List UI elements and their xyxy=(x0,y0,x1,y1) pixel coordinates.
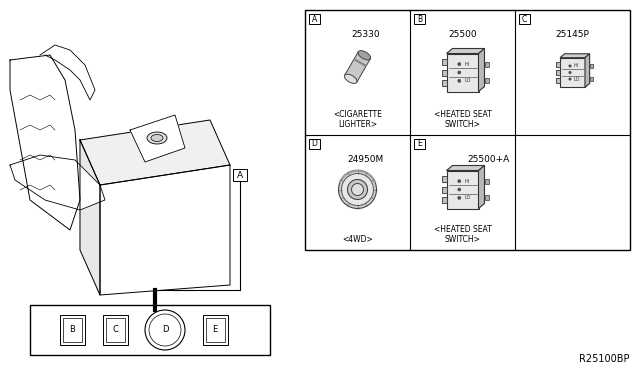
Text: B: B xyxy=(69,326,75,334)
Bar xyxy=(205,318,225,342)
Circle shape xyxy=(569,71,571,74)
Ellipse shape xyxy=(147,132,167,144)
Bar xyxy=(233,169,247,181)
Circle shape xyxy=(342,173,374,205)
Circle shape xyxy=(458,71,461,74)
Circle shape xyxy=(339,170,376,208)
Circle shape xyxy=(351,183,364,196)
Text: <HEATED SEAT
SWITCH>: <HEATED SEAT SWITCH> xyxy=(434,110,492,129)
Bar xyxy=(202,315,227,345)
Text: B: B xyxy=(417,15,422,23)
Bar xyxy=(442,186,447,192)
Text: 24950M: 24950M xyxy=(348,155,383,164)
Text: 25500+A: 25500+A xyxy=(467,155,509,164)
Text: <HEATED SEAT
SWITCH>: <HEATED SEAT SWITCH> xyxy=(434,225,492,244)
Text: E: E xyxy=(212,326,218,334)
Circle shape xyxy=(145,310,185,350)
Polygon shape xyxy=(560,54,589,58)
Text: 25500: 25500 xyxy=(448,30,477,39)
Text: C: C xyxy=(112,326,118,334)
Polygon shape xyxy=(479,48,484,92)
Bar xyxy=(442,70,447,76)
Bar xyxy=(560,58,585,87)
Bar xyxy=(30,305,270,355)
Circle shape xyxy=(458,196,461,199)
Text: D: D xyxy=(312,140,317,148)
Text: HI: HI xyxy=(573,64,579,68)
Bar xyxy=(589,64,593,68)
Circle shape xyxy=(458,62,461,65)
Text: 25145P: 25145P xyxy=(556,30,589,39)
Bar xyxy=(484,62,488,67)
Bar xyxy=(442,197,447,203)
Bar xyxy=(519,14,530,24)
Bar xyxy=(305,10,630,250)
Polygon shape xyxy=(447,48,484,54)
Bar xyxy=(353,58,367,67)
Text: HI: HI xyxy=(465,179,470,184)
Bar xyxy=(447,170,479,208)
Bar xyxy=(414,139,425,149)
Polygon shape xyxy=(80,120,230,185)
Bar xyxy=(309,14,320,24)
Polygon shape xyxy=(100,165,230,295)
Text: <4WD>: <4WD> xyxy=(342,235,373,244)
Bar xyxy=(442,176,447,182)
Circle shape xyxy=(458,79,461,82)
Polygon shape xyxy=(447,166,484,170)
Bar xyxy=(63,318,81,342)
Bar xyxy=(484,179,488,184)
Ellipse shape xyxy=(358,51,371,60)
Text: D: D xyxy=(162,326,168,334)
Bar xyxy=(344,52,371,82)
Text: E: E xyxy=(417,140,422,148)
Bar xyxy=(60,315,84,345)
Bar xyxy=(309,139,320,149)
Ellipse shape xyxy=(344,74,357,83)
Circle shape xyxy=(569,65,571,67)
Bar xyxy=(442,80,447,86)
Bar xyxy=(442,59,447,65)
Circle shape xyxy=(458,188,461,191)
Bar xyxy=(106,318,125,342)
Circle shape xyxy=(569,78,571,80)
Bar xyxy=(589,77,593,81)
Text: C: C xyxy=(522,15,527,23)
Bar xyxy=(102,315,127,345)
Polygon shape xyxy=(10,155,105,210)
Polygon shape xyxy=(585,54,589,87)
Text: A: A xyxy=(237,170,243,180)
Polygon shape xyxy=(479,166,484,208)
Text: LO: LO xyxy=(573,77,579,81)
Text: A: A xyxy=(312,15,317,23)
Text: LO: LO xyxy=(464,195,470,201)
Polygon shape xyxy=(130,115,185,162)
Circle shape xyxy=(458,180,461,183)
Bar xyxy=(484,195,488,201)
Text: <CIGARETTE
LIGHTER>: <CIGARETTE LIGHTER> xyxy=(333,110,382,129)
Circle shape xyxy=(348,180,367,199)
Bar xyxy=(414,14,425,24)
Bar xyxy=(556,78,560,83)
Bar xyxy=(484,78,488,83)
Text: HI: HI xyxy=(465,62,470,67)
Ellipse shape xyxy=(151,135,163,141)
Bar xyxy=(556,62,560,67)
Text: LO: LO xyxy=(464,78,470,83)
Text: 25330: 25330 xyxy=(351,30,380,39)
Bar xyxy=(447,54,479,92)
Text: R25100BP: R25100BP xyxy=(579,354,630,364)
Bar xyxy=(556,70,560,75)
Polygon shape xyxy=(10,55,80,230)
Polygon shape xyxy=(80,140,100,295)
Circle shape xyxy=(149,314,181,346)
